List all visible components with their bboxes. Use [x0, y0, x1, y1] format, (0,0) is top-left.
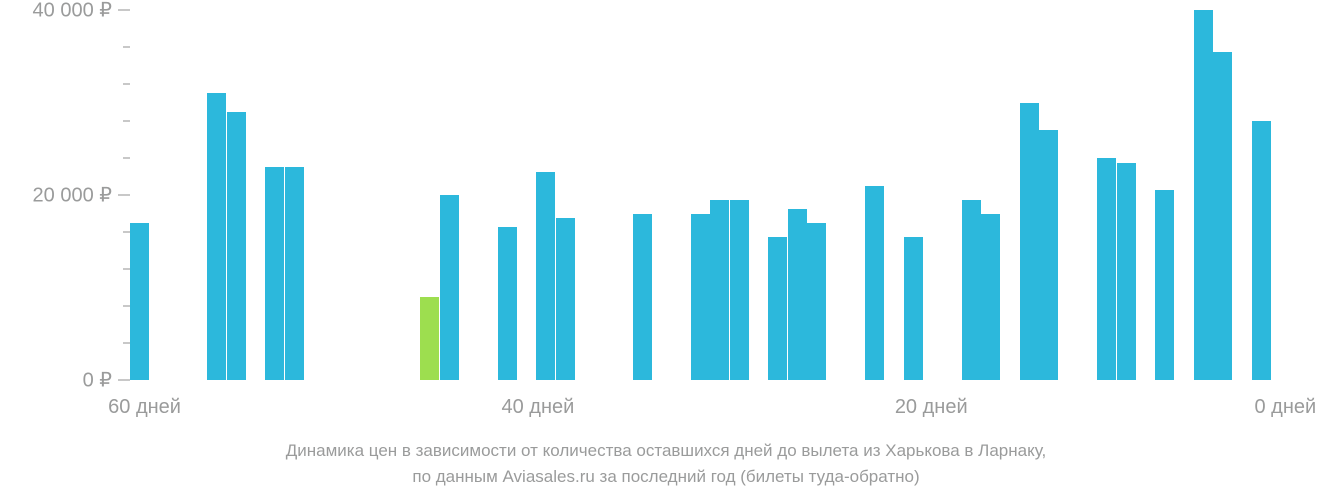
price-bar	[691, 214, 710, 381]
price-bar	[440, 195, 459, 380]
y-tick-minor	[123, 268, 130, 270]
price-bar	[556, 218, 575, 380]
caption-line-2: по данным Aviasales.ru за последний год …	[412, 467, 919, 486]
price-bar	[130, 223, 149, 380]
y-tick-major	[118, 194, 130, 196]
price-bar	[1020, 103, 1039, 381]
price-bar	[788, 209, 807, 380]
bar-series	[130, 10, 1310, 380]
price-bar	[710, 200, 729, 380]
y-tick-label: 0 ₽	[83, 368, 112, 393]
price-bar	[1252, 121, 1271, 380]
price-bar	[730, 200, 749, 380]
price-bar	[207, 93, 226, 380]
price-bar	[807, 223, 826, 380]
y-tick-minor	[123, 231, 130, 233]
y-tick-minor	[123, 83, 130, 85]
price-bar	[1213, 52, 1232, 380]
price-bar	[536, 172, 555, 380]
price-bar	[962, 200, 981, 380]
price-dynamics-chart: 0 ₽20 000 ₽40 000 ₽ 60 дней40 дней20 дне…	[0, 0, 1332, 502]
y-tick-major	[118, 379, 130, 381]
price-bar	[633, 214, 652, 381]
price-bar	[265, 167, 284, 380]
price-bar	[981, 214, 1000, 381]
price-bar	[1117, 163, 1136, 380]
x-axis: 60 дней40 дней20 дней0 дней	[130, 390, 1310, 430]
price-bar	[1039, 130, 1058, 380]
y-axis: 0 ₽20 000 ₽40 000 ₽	[0, 10, 130, 380]
price-bar	[1155, 190, 1174, 380]
x-tick-label: 20 дней	[895, 396, 968, 419]
y-tick-minor	[123, 157, 130, 159]
caption-line-1: Динамика цен в зависимости от количества…	[286, 441, 1047, 460]
price-bar	[865, 186, 884, 380]
y-tick-label: 20 000 ₽	[33, 183, 112, 208]
price-bar	[498, 227, 517, 380]
price-bar	[285, 167, 304, 380]
price-bar	[227, 112, 246, 380]
y-tick-major	[118, 9, 130, 11]
price-bar	[1194, 10, 1213, 380]
y-tick-minor	[123, 342, 130, 344]
x-tick-label: 0 дней	[1254, 396, 1316, 419]
price-bar	[420, 297, 439, 380]
price-bar	[1097, 158, 1116, 380]
price-bar	[768, 237, 787, 380]
chart-caption: Динамика цен в зависимости от количества…	[0, 438, 1332, 491]
y-tick-minor	[123, 46, 130, 48]
plot-area	[130, 10, 1310, 380]
y-tick-minor	[123, 305, 130, 307]
price-bar	[904, 237, 923, 380]
y-tick-minor	[123, 120, 130, 122]
x-tick-label: 60 дней	[108, 396, 181, 419]
y-tick-label: 40 000 ₽	[33, 0, 112, 23]
x-tick-label: 40 дней	[501, 396, 574, 419]
